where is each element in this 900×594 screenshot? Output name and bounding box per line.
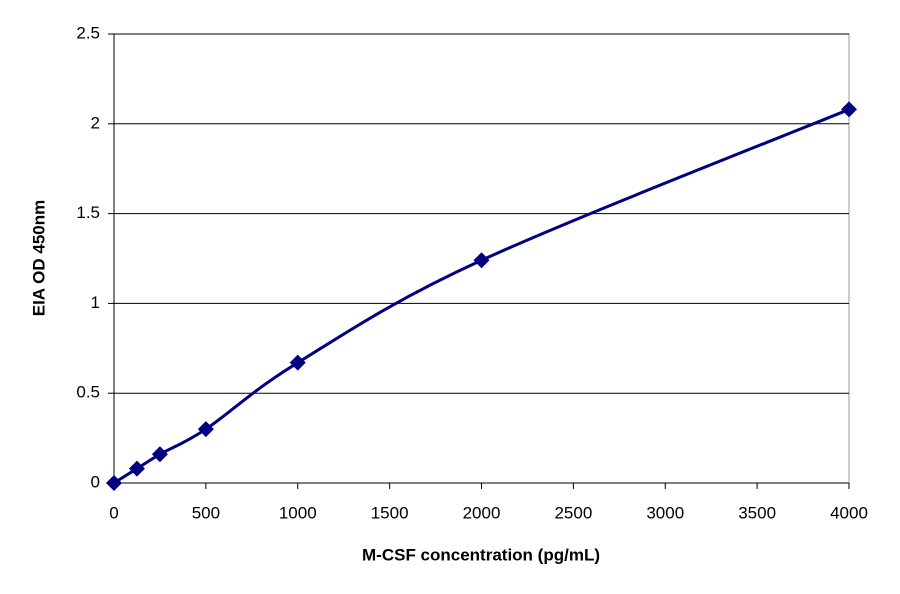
x-tick-label: 3000 xyxy=(646,503,684,522)
x-axis-title: M-CSF concentration (pg/mL) xyxy=(362,545,600,564)
y-tick-label: 2.5 xyxy=(76,23,100,42)
x-tick-label: 1500 xyxy=(371,503,409,522)
x-tick-label: 1000 xyxy=(279,503,317,522)
y-tick-label: 2 xyxy=(91,113,100,132)
y-tick-label: 1.5 xyxy=(76,203,100,222)
data-point xyxy=(841,101,857,118)
x-tick-label: 3500 xyxy=(738,503,776,522)
data-point xyxy=(151,446,168,463)
y-tick-label: 1 xyxy=(91,293,100,312)
x-tick-label: 2000 xyxy=(463,503,501,522)
y-tick-label: 0.5 xyxy=(76,383,100,402)
x-tick-label: 500 xyxy=(192,503,220,522)
data-point xyxy=(128,460,145,477)
data-line xyxy=(113,108,850,485)
y-tick-label: 0 xyxy=(91,472,100,491)
data-point xyxy=(197,421,214,438)
x-tick-label: 0 xyxy=(109,503,118,522)
x-tick-label: 4000 xyxy=(830,503,868,522)
data-point xyxy=(106,475,122,491)
data-point xyxy=(473,252,490,269)
x-tick-label: 2500 xyxy=(554,503,592,522)
data-point xyxy=(289,354,306,371)
y-axis-title: EIA OD 450nm xyxy=(29,200,48,317)
